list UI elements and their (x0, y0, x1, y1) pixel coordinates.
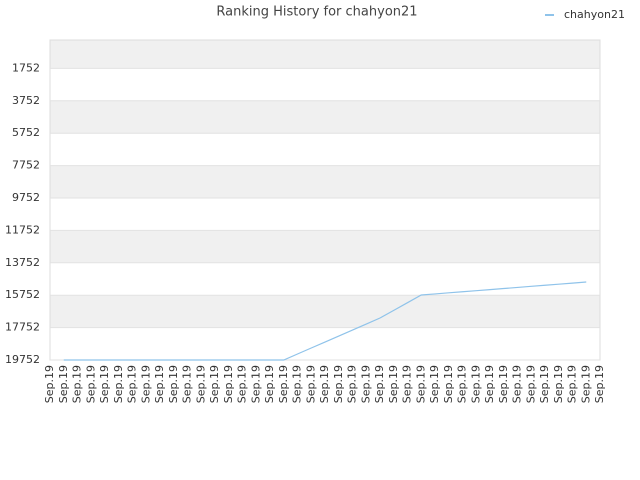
x-tick-label: Sep.19 (84, 365, 97, 403)
x-tick-label: Sep.19 (346, 365, 359, 403)
x-tick-label: Sep.19 (373, 365, 386, 403)
x-tick-label: Sep.19 (538, 365, 551, 403)
x-tick-label: Sep.19 (428, 365, 441, 403)
x-tick-label: Sep.19 (208, 365, 221, 403)
x-tick-label: Sep.19 (71, 365, 84, 403)
x-tick-label: Sep.19 (524, 365, 537, 403)
y-tick-label: 15752 (5, 288, 40, 301)
x-tick-label: Sep.19 (181, 365, 194, 403)
x-tick-label: Sep.19 (43, 365, 56, 403)
plot-band (50, 262, 600, 296)
y-tick-label: 19752 (5, 353, 40, 366)
x-tick-label: Sep.19 (469, 365, 482, 403)
x-tick-label: Sep.19 (167, 365, 180, 403)
x-tick-label: Sep.19 (304, 365, 317, 403)
y-tick-label: 5752 (12, 126, 40, 139)
x-tick-label: Sep.19 (57, 365, 70, 403)
x-tick-label: Sep.19 (236, 365, 249, 403)
x-tick-label: Sep.19 (552, 365, 565, 403)
x-tick-label: Sep.19 (359, 365, 372, 403)
y-tick-label: 3752 (12, 94, 40, 107)
y-tick-label: 13752 (5, 256, 40, 269)
chart-title: Ranking History for chahyon21 (216, 5, 417, 20)
x-tick-label: Sep.19 (318, 365, 331, 403)
plot-band (50, 40, 600, 69)
x-tick-label: Sep.19 (194, 365, 207, 403)
plot-band (50, 165, 600, 198)
x-tick-label: Sep.19 (401, 365, 414, 403)
plot-band (50, 133, 600, 166)
x-tick-label: Sep.19 (483, 365, 496, 403)
x-tick-label: Sep.19 (593, 365, 606, 403)
y-tick-label: 9752 (12, 191, 40, 204)
legend-label: chahyon21 (564, 8, 625, 21)
x-tick-label: Sep.19 (249, 365, 262, 403)
plot-band (50, 230, 600, 263)
plot-band (50, 197, 600, 231)
x-tick-label: Sep.19 (153, 365, 166, 403)
x-tick-label: Sep.19 (566, 365, 579, 403)
x-tick-label: Sep.19 (497, 365, 510, 403)
plot-band (50, 68, 600, 101)
x-tick-label: Sep.19 (442, 365, 455, 403)
x-tick-label: Sep.19 (98, 365, 111, 403)
plot-band (50, 100, 600, 134)
y-tick-label: 17752 (5, 321, 40, 334)
y-tick-label: 11752 (5, 223, 40, 236)
x-tick-label: Sep.19 (456, 365, 469, 403)
x-tick-label: Sep.19 (277, 365, 290, 403)
x-tick-label: Sep.19 (332, 365, 345, 403)
series-line (63, 281, 587, 361)
x-tick-label: Sep.19 (222, 365, 235, 403)
x-tick-label: Sep.19 (387, 365, 400, 403)
x-tick-label: Sep.19 (139, 365, 152, 403)
x-tick-label: Sep.19 (263, 365, 276, 403)
x-tick-label: Sep.19 (291, 365, 304, 403)
y-tick-label: 1752 (12, 61, 40, 74)
x-tick-label: Sep.19 (112, 365, 125, 403)
plot-band (50, 327, 600, 360)
x-tick-label: Sep.19 (579, 365, 592, 403)
y-tick-label: 7752 (12, 159, 40, 172)
plot-band (50, 295, 600, 328)
x-tick-label: Sep.19 (511, 365, 524, 403)
x-tick-label: Sep.19 (126, 365, 139, 403)
x-tick-label: Sep.19 (414, 365, 427, 403)
